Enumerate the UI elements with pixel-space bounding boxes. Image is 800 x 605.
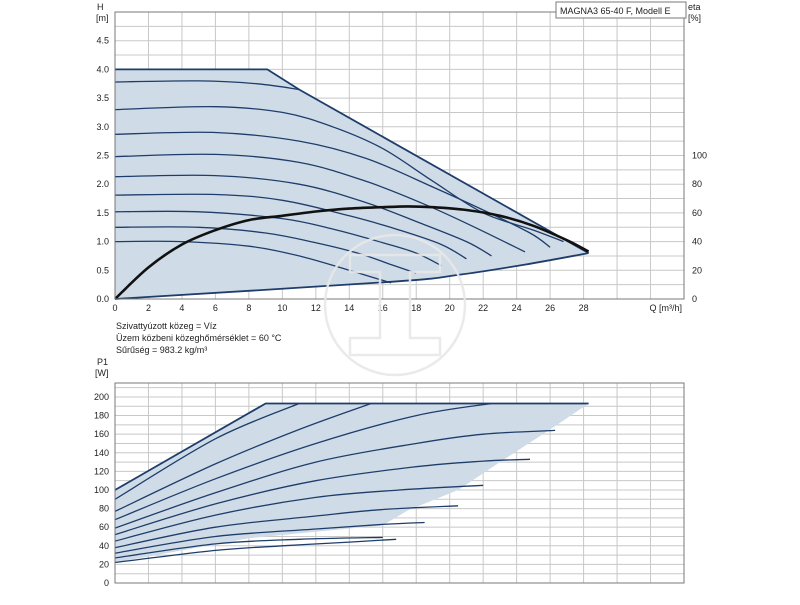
power-operating-area — [115, 403, 589, 563]
y2-axis-label-eta: eta — [688, 2, 701, 12]
power-chart-axes: 0 20 40 60 80 100 120 140 160 180 200 P1[W] — [94, 357, 109, 588]
head-curve-2 — [114, 105, 564, 243]
y-tick-label: 3.5 — [96, 93, 109, 103]
y-axis-label-h: H — [97, 2, 104, 12]
p1-axis-unit-w: [W] — [95, 368, 109, 378]
head-min-curve — [114, 252, 589, 300]
y2-tick-label: 80 — [692, 179, 702, 189]
chart-title: MAGNA3 65-40 F, Modell E — [560, 6, 671, 16]
x-tick-label: 28 — [579, 303, 589, 313]
power-envelope-area — [115, 403, 589, 563]
watermark-logo — [323, 233, 467, 377]
p1-tick-label: 200 — [94, 392, 109, 402]
head-curve-3 — [114, 131, 551, 248]
x-tick-label: 4 — [179, 303, 184, 313]
head-curve-0 — [115, 68, 590, 254]
y-tick-label: 1.5 — [96, 208, 109, 218]
x-tick-label: 16 — [378, 303, 388, 313]
power-curve-1 — [114, 402, 300, 500]
x-tick-label: 20 — [445, 303, 455, 313]
x-tick-label: 2 — [146, 303, 151, 313]
head-envelope-area — [115, 69, 589, 300]
x-tick-label: 14 — [344, 303, 354, 313]
eta-line — [114, 205, 590, 300]
x-tick-label: 8 — [246, 303, 251, 313]
x-tick-label: 24 — [512, 303, 522, 313]
y2-tick-label: 100 — [692, 151, 707, 161]
note-density: Sűrűség = 983.2 kg/m³ — [116, 345, 207, 355]
p1-axis-label: P1 — [97, 357, 108, 367]
y2-tick-label: 0 — [692, 294, 697, 304]
y2-tick-label: 60 — [692, 208, 702, 218]
p1-tick-label: 140 — [94, 448, 109, 458]
y-tick-label: 3.0 — [96, 122, 109, 132]
y-tick-label: 0.0 — [96, 294, 109, 304]
x-tick-label: 0 — [112, 303, 117, 313]
x-tick-label: 10 — [277, 303, 287, 313]
efficiency-curve — [114, 205, 590, 300]
head-chart-frame — [114, 11, 685, 300]
power-curve-3 — [114, 402, 492, 521]
x-tick-label: 12 — [311, 303, 321, 313]
power-curve-4 — [114, 429, 556, 529]
power-curves — [114, 402, 589, 564]
y-tick-label: 2.0 — [96, 179, 109, 189]
head-curve-5 — [114, 174, 492, 257]
head-curve-8 — [114, 226, 417, 274]
y-tick-label: 1.0 — [96, 237, 109, 247]
head-chart-axes: 0.00.51.01.52.02.53.03.54.04.50 2 4 6 8 10 12 1… — [96, 2, 707, 313]
head-curves — [114, 68, 590, 300]
power-plot-border — [114, 382, 685, 584]
y-tick-label: 4.5 — [96, 36, 109, 46]
head-operating-area — [115, 69, 589, 300]
power-curve-6 — [114, 484, 484, 542]
x-tick-label: 6 — [213, 303, 218, 313]
y2-axis-unit-pct: [%] — [688, 13, 701, 23]
power-curve-10 — [114, 538, 397, 564]
power-curve-7 — [114, 505, 459, 549]
power-curve-0 — [114, 402, 589, 491]
power-curve-9 — [114, 536, 383, 559]
note-medium: Szivattyúzott közeg = Víz — [116, 321, 217, 331]
y-tick-label: 2.5 — [96, 151, 109, 161]
power-curve-5 — [114, 458, 531, 536]
p1-tick-label: 40 — [99, 541, 109, 551]
head-curve-6 — [114, 193, 467, 260]
head-curve-4 — [114, 153, 526, 253]
p1-tick-label: 60 — [99, 522, 109, 532]
x-axis-label-q: Q [m³/h] — [649, 303, 682, 313]
note-temperature: Üzem közbeni közeghőmérséklet = 60 °C — [116, 333, 282, 343]
power-curve-8 — [114, 521, 425, 554]
p1-tick-label: 0 — [104, 578, 109, 588]
x-tick-label: 22 — [478, 303, 488, 313]
title-box — [555, 1, 687, 19]
p1-tick-label: 80 — [99, 504, 109, 514]
y-tick-label: 0.5 — [96, 265, 109, 275]
p1-tick-label: 180 — [94, 411, 109, 421]
y-axis-unit-m: [m] — [96, 13, 109, 23]
y2-tick-label: 40 — [692, 237, 702, 247]
p1-tick-label: 120 — [94, 466, 109, 476]
head-plot-border — [114, 11, 685, 300]
y-tick-label: 4.0 — [96, 64, 109, 74]
p1-tick-label: 160 — [94, 429, 109, 439]
p1-tick-label: 100 — [94, 485, 109, 495]
head-curve-7 — [114, 210, 442, 267]
power-chart-frame — [114, 382, 685, 584]
x-tick-label: 18 — [411, 303, 421, 313]
power-curve-2 — [114, 402, 372, 512]
head-curve-1 — [114, 80, 300, 91]
x-tick-label: 26 — [545, 303, 555, 313]
p1-tick-label: 20 — [99, 559, 109, 569]
y2-tick-label: 20 — [692, 265, 702, 275]
